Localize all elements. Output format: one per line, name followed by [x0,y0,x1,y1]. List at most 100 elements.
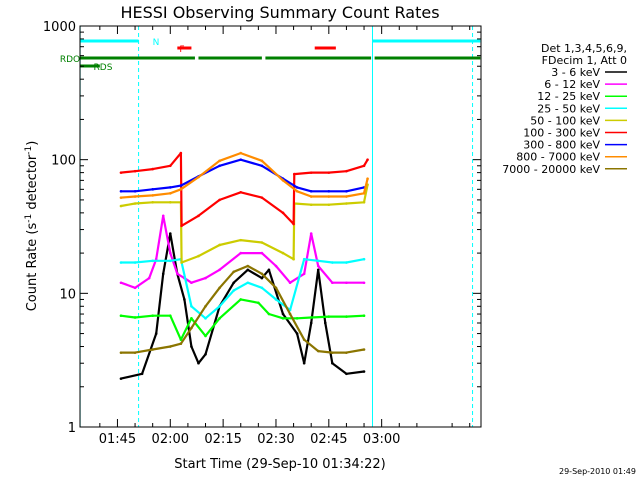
data-point [345,351,348,354]
legend-label: 3 - 6 keV [551,66,600,79]
data-point [151,194,154,197]
data-point [232,270,235,274]
data-point [168,259,172,263]
data-point [190,345,193,348]
data-point [204,317,207,320]
data-point [366,177,369,181]
data-point [218,198,221,202]
data-point [218,268,221,272]
data-point [168,200,172,204]
data-point [119,377,123,380]
data-point [180,261,183,264]
data-point [260,241,264,244]
data-point [281,251,285,255]
x-axis-label: Start Time (29-Sep-10 01:34:22) [174,457,385,472]
y-axis-label-part: detector [25,154,40,214]
legend-label: 300 - 800 keV [523,139,600,152]
y-tick-label: 1 [68,421,76,436]
data-point [179,342,183,345]
data-point [327,203,331,207]
legend: Det 1,3,4,5,6,9,FDecim 1, Att 03 - 6 keV… [502,42,627,176]
data-point [267,268,271,272]
data-point [232,281,235,285]
data-point [239,151,243,155]
data-point [366,158,369,161]
series-line [120,152,369,199]
series-line [121,158,365,193]
chart-title: HESSI Observing Summary Count Rates [120,3,439,22]
data-point [316,264,320,268]
data-point [316,349,320,353]
legend-label: 12 - 25 keV [537,90,600,103]
data-point [274,286,278,290]
data-point [302,272,306,276]
data-point [288,312,292,316]
data-point [323,321,327,325]
data-point [345,169,348,173]
data-point [309,195,313,198]
annotation-label: F [179,45,184,55]
data-point [260,286,264,290]
data-point [362,370,366,373]
data-point [331,261,334,264]
data-point [119,189,123,193]
y-axis-label-sup: -1 [24,214,34,223]
data-point [281,211,285,215]
data-point [281,317,285,320]
data-point [327,195,331,198]
data-point [218,164,221,168]
data-point [362,314,366,318]
data-point [190,304,193,308]
data-point [204,334,207,338]
data-point [133,169,137,173]
data-point [260,272,264,276]
data-point [239,190,243,194]
data-point [168,314,172,318]
data-point [257,301,260,305]
data-point [362,257,366,261]
legend-label: 50 - 100 keV [530,114,600,127]
series-line [121,258,365,320]
x-tick-label: 02:30 [257,432,294,447]
data-point [281,312,285,316]
plot-area: N F RDO RDS [60,26,481,427]
data-point [161,214,165,218]
data-point [197,175,200,179]
data-point [168,251,172,255]
data-point [345,261,348,264]
series-line [121,264,365,354]
data-point [292,222,295,226]
data-point [331,281,334,285]
data-point [260,159,264,163]
data-point [147,276,151,280]
data-point [119,204,123,208]
data-point [119,196,123,199]
data-point [183,298,186,301]
data-point [295,332,299,335]
x-tick-label: 01:45 [99,432,136,447]
data-point [362,192,366,195]
data-point [281,179,285,182]
data-point [151,188,154,191]
legend-title: Det 1,3,4,5,6,9, [541,42,627,55]
legend-label: 100 - 300 keV [523,127,600,140]
data-point [239,158,243,161]
data-point [151,259,154,263]
data-point [179,188,183,191]
data-point [133,189,137,193]
data-point [204,276,207,280]
data-point [190,326,193,330]
data-point [288,281,292,285]
data-point [119,261,123,264]
footer-timestamp: 29-Sep-2010 01:49 [559,467,636,476]
series-line [120,152,369,227]
data-point [168,192,172,195]
axes: 01:45 02:00 02:15 02:30 02:45 03:00 1 10 100 1000 [43,20,481,447]
y-tick-label: 1000 [43,20,76,35]
data-point [295,317,299,320]
annotation-label: RDO [60,55,80,65]
x-tick-label: 02:45 [310,432,347,447]
annotation-label: RDS [94,63,113,73]
data-point [239,238,243,242]
data-point [302,257,306,261]
